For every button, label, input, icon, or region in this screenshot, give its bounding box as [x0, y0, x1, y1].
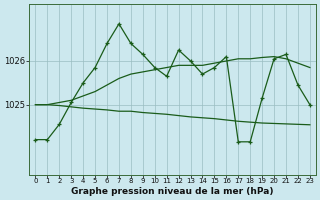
X-axis label: Graphe pression niveau de la mer (hPa): Graphe pression niveau de la mer (hPa)	[71, 187, 274, 196]
